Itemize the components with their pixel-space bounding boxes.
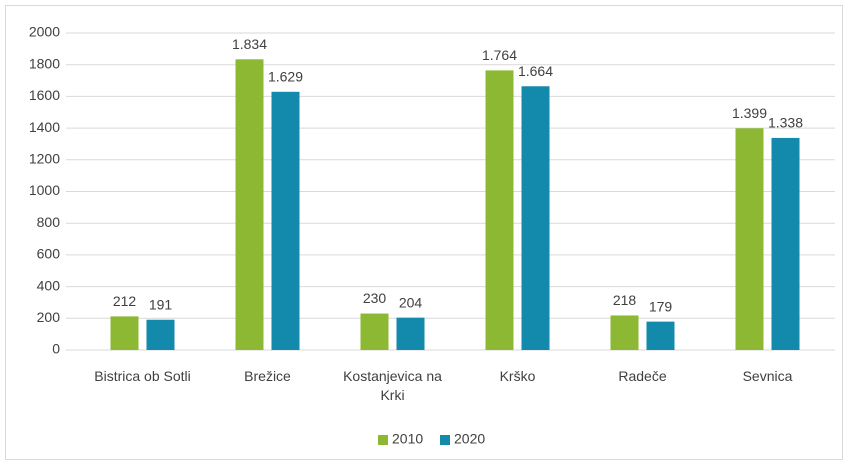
legend-label: 2020 [454,431,485,447]
y-tick-label: 1400 [29,119,60,135]
bar [521,86,550,351]
bar [360,313,389,350]
value-label: 212 [113,293,137,309]
y-tick-label: 0 [52,341,60,357]
y-tick-label: 1000 [29,182,60,198]
value-label: 1.338 [768,115,803,131]
x-tick-label-box: Brežice [244,368,291,384]
x-tick-label-box: Sevnica [742,368,793,384]
x-tick-label-box: Kostanjevica na Krki [343,368,442,403]
bar [485,70,514,350]
value-label: 1.764 [482,47,517,63]
bar [735,128,764,350]
y-tick-label: 200 [37,309,61,325]
value-label: 1.664 [518,63,553,79]
x-tick-label-box: Krško [499,368,536,384]
x-tick-label: Brežice [244,368,291,384]
bar [610,315,639,350]
y-tick-label: 800 [37,214,61,230]
bar [271,91,300,350]
value-label: 230 [363,290,387,306]
value-label: 1.629 [268,69,303,85]
y-tick-label: 1200 [29,151,60,167]
bar [110,316,139,350]
legend-swatch [440,435,450,445]
x-tick-label: Bistrica ob Sotli [94,368,191,384]
bar [235,59,264,350]
x-tick-label: Krško [499,368,536,384]
value-label: 204 [399,294,423,310]
bar [771,137,800,350]
y-tick-label: 1800 [29,55,60,71]
legend-swatch [378,435,388,445]
x-tick-label: Sevnica [742,368,793,384]
legend-label: 2010 [392,431,423,447]
x-tick-label: Radeče [618,368,667,384]
y-tick-label: 1600 [29,87,60,103]
value-label: 1.834 [232,36,267,52]
bar [396,317,425,350]
x-tick-label-box: Bistrica ob Sotli [94,368,191,384]
bar [646,321,675,350]
value-label: 191 [149,296,173,312]
x-tick-label: Kostanjevica na Krki [343,368,442,403]
chart-border [5,5,843,460]
bar [146,319,175,350]
y-tick-label: 600 [37,246,61,262]
value-label: 1.399 [732,105,767,121]
x-tick-label-box: Radeče [618,368,667,384]
y-tick-label: 2000 [29,24,60,40]
y-tick-label: 400 [37,277,61,293]
value-label: 179 [649,298,673,314]
value-label: 218 [613,292,637,308]
